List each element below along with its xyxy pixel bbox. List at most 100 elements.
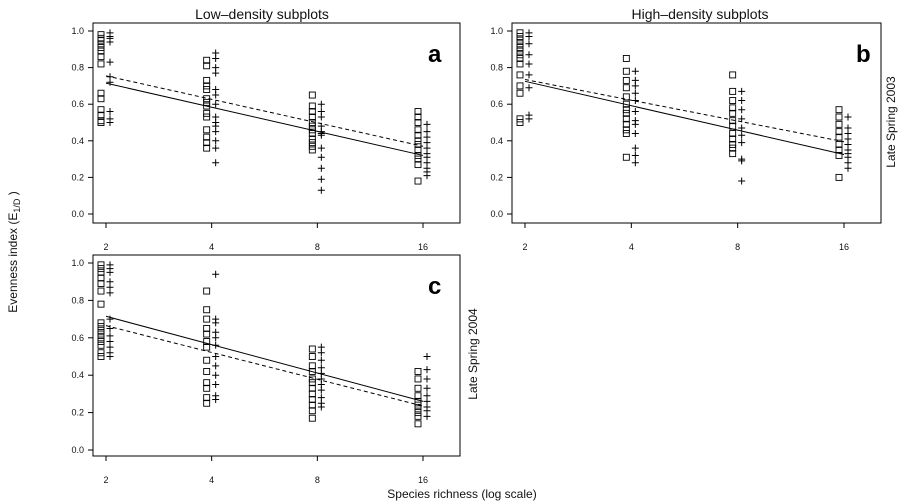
y-tick-label: 0.6 (71, 99, 84, 109)
data-point-square (97, 353, 105, 360)
data-point-plus (317, 349, 325, 357)
y-axis-label-end: ) (6, 191, 20, 198)
data-point-square (97, 31, 105, 39)
data-point-plus (212, 91, 220, 99)
data-point-square (414, 119, 422, 126)
data-point-square (203, 126, 211, 134)
data-point-square (414, 368, 422, 375)
plot-frame (511, 22, 882, 224)
data-point-plus (738, 131, 746, 139)
data-point-square (308, 108, 316, 115)
row-label-2004: Late Spring 2004 (466, 308, 480, 400)
data-point-square (308, 113, 316, 121)
data-point-plus (106, 108, 114, 116)
data-point-square (308, 368, 316, 375)
data-point-plus (106, 324, 114, 332)
y-axis-label-main: Evenness index (E (6, 213, 20, 313)
x-axis-label: Species richness (log scale) (387, 487, 536, 501)
data-point-square (516, 44, 524, 51)
data-point-square (97, 319, 105, 327)
data-point-plus (423, 172, 431, 180)
data-point-square (835, 120, 843, 128)
y-tick-label: 0.6 (490, 99, 503, 109)
data-point-plus (844, 113, 852, 121)
data-point-square (97, 265, 105, 273)
data-point-plus (631, 151, 639, 159)
data-point-square (414, 177, 422, 185)
data-point-plus (423, 384, 431, 392)
data-point-square (622, 109, 630, 117)
regression-line-dashed (524, 79, 845, 143)
data-point-square (308, 375, 316, 383)
data-point-square (729, 97, 737, 104)
data-point-square (203, 133, 211, 141)
data-point-square (97, 53, 105, 61)
x-tick-label: 4 (629, 242, 634, 252)
data-point-square (835, 141, 843, 148)
data-point-plus (738, 157, 746, 165)
data-point-square (203, 109, 211, 117)
data-point-square (97, 40, 105, 48)
data-point-square (516, 33, 524, 40)
regression-line-dashed (105, 325, 424, 407)
data-point-square (308, 407, 316, 415)
data-point-square (729, 87, 737, 95)
data-point-plus (106, 119, 114, 126)
data-point-square (97, 330, 105, 338)
data-point-square (622, 115, 630, 123)
data-point-plus (317, 164, 325, 172)
data-point-plus (423, 375, 431, 383)
data-point-square (97, 287, 105, 295)
data-point-square (203, 384, 211, 392)
data-point-square (97, 323, 105, 331)
data-point-square (203, 113, 211, 121)
data-point-plus (738, 106, 746, 114)
y-tick-label: 1.0 (71, 26, 84, 36)
panel-a: 0.0 0.2 0.4 0.6 0.8 1.0 2 4 8 16 a (71, 22, 461, 252)
data-point-plus (317, 144, 325, 152)
y-tick-label: 0.0 (71, 445, 84, 455)
y-tick-label: 1.0 (490, 26, 503, 36)
x-tick-label: 8 (315, 475, 320, 485)
regression-line-dashed (105, 75, 424, 147)
data-point-square (97, 60, 105, 68)
data-point-plus (106, 38, 114, 46)
data-point-square (308, 102, 316, 110)
data-point-square (203, 102, 211, 110)
data-point-square (622, 67, 630, 75)
data-point-plus (423, 412, 431, 420)
data-point-plus (738, 139, 746, 147)
data-point-square (516, 82, 524, 90)
data-point-square (622, 153, 630, 161)
data-point-square (516, 119, 524, 126)
plot-frame (92, 254, 461, 457)
data-point-plus (212, 137, 220, 145)
data-point-plus (106, 315, 114, 323)
data-point-plus (317, 153, 325, 161)
data-point-square (97, 268, 105, 276)
data-point-plus (738, 115, 746, 123)
data-point-square (97, 47, 105, 55)
data-point-plus (844, 164, 852, 172)
data-point-plus (212, 54, 220, 62)
data-point-square (414, 397, 422, 405)
data-point-plus (212, 100, 220, 108)
data-point-square (516, 36, 524, 44)
data-point-plus (317, 186, 325, 194)
data-point-square (516, 89, 524, 97)
data-point-square (97, 300, 105, 308)
x-tick-label: 2 (103, 475, 108, 485)
data-point-square (97, 106, 105, 114)
data-point-square (729, 130, 737, 137)
data-point-square (729, 104, 737, 112)
data-point-plus (525, 115, 533, 123)
data-point-plus (317, 113, 325, 121)
data-point-plus (317, 356, 325, 364)
data-point-square (97, 95, 105, 103)
data-point-plus (212, 270, 220, 278)
y-tick-label: 0.4 (490, 136, 503, 146)
data-point-square (97, 349, 105, 357)
data-point-square (414, 420, 422, 428)
data-point-square (516, 40, 524, 48)
panel-letter: c (428, 273, 441, 300)
